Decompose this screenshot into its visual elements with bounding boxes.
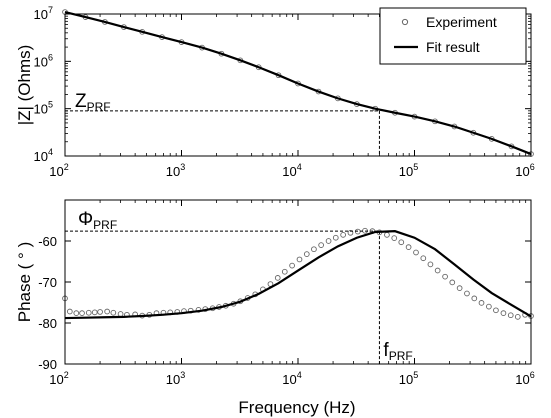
- legend-experiment-label: Experiment: [426, 14, 497, 30]
- phase-experiment-point: [434, 267, 441, 274]
- phase-fit-line: [64, 230, 532, 320]
- impedance-plot: ZPRF 102 103 104 105 106 104 105 106 107 |Z| (Oh…: [15, 5, 535, 179]
- phase-experiment-point: [79, 310, 85, 317]
- phase-experiment-point: [514, 314, 521, 320]
- impedance-y-tick-label: 107: [34, 5, 53, 22]
- phase-experiment-point: [303, 251, 310, 257]
- phase-experiment-point: [66, 308, 73, 315]
- phase-experiment-point: [384, 232, 390, 238]
- impedance-y-axis-label: |Z| (Ohms): [15, 45, 34, 126]
- phase-x-tick-label: 102: [49, 370, 68, 387]
- phase-experiment-point: [296, 256, 303, 263]
- legend-box: [379, 7, 527, 65]
- impedance-annotation-layer: ZPRF: [65, 91, 380, 156]
- phase-annotation-layer: ΦPRF fPRF: [65, 209, 413, 364]
- phase-y-tick-label: -70: [38, 275, 57, 290]
- impedance-x-tick-label: 103: [166, 162, 185, 179]
- impedance-x-tick-label: 105: [399, 162, 418, 179]
- phase-experiment-point: [471, 295, 478, 302]
- f-prf-label: fPRF: [383, 340, 412, 363]
- phase-experiment-point: [91, 309, 98, 316]
- phi-prf-label: ΦPRF: [78, 209, 117, 232]
- legend-experiment-marker: [401, 18, 409, 26]
- phase-experiment-point: [73, 310, 80, 317]
- phase-experiment-point: [500, 310, 507, 317]
- phase-data-layer: [62, 227, 534, 320]
- phase-y-tick-label: -80: [38, 316, 57, 331]
- phase-experiment-point: [85, 309, 92, 316]
- phase-y-tick-label: -90: [38, 357, 57, 372]
- phase-experiment-point: [442, 273, 448, 280]
- phase-experiment-point: [281, 268, 288, 275]
- phase-experiment-point: [289, 262, 295, 269]
- phase-plot-frame: [64, 199, 532, 365]
- phase-x-tick-label: 105: [399, 370, 418, 387]
- phase-experiment-point: [413, 249, 419, 256]
- phase-experiment-point: [420, 255, 427, 262]
- impedance-x-tick-label: 102: [49, 162, 68, 179]
- phase-experiment-point: [391, 235, 398, 241]
- phase-axes-layer: 102 103 104 105 106 -90 -80 -70 -60: [38, 199, 535, 387]
- phase-x-tick-label: 106: [515, 370, 534, 387]
- impedance-fit-line: [64, 10, 532, 156]
- phase-experiment-point: [318, 242, 324, 248]
- impedance-y-tick-label: 105: [34, 100, 53, 117]
- phase-experiment-point: [456, 285, 463, 292]
- phase-experiment-point: [325, 238, 332, 244]
- phase-experiment-point: [493, 307, 499, 314]
- phase-experiment-point: [486, 303, 492, 310]
- phase-experiment-point: [347, 229, 354, 236]
- phase-experiment-point: [449, 279, 456, 286]
- phase-experiment-point: [332, 234, 339, 241]
- impedance-y-tick-label: 106: [34, 52, 53, 69]
- legend: Experiment Fit result: [379, 7, 527, 65]
- legend-fit-label: Fit result: [426, 39, 480, 55]
- phase-x-axis-label: Frequency (Hz): [238, 398, 355, 417]
- phase-y-tick-label: -60: [38, 234, 57, 249]
- phase-x-tick-label: 103: [166, 370, 185, 387]
- phase-experiment-point: [427, 261, 434, 268]
- phase-experiment-point: [311, 246, 317, 253]
- phase-experiment-point: [478, 300, 485, 306]
- phase-experiment-point: [117, 311, 124, 317]
- phase-y-axis-label: Phase ( ° ): [15, 242, 34, 323]
- impedance-x-tick-label: 106: [515, 162, 534, 179]
- phase-experiment-point: [340, 232, 346, 238]
- z-prf-label: ZPRF: [75, 91, 111, 114]
- phase-experiment-point: [97, 309, 103, 315]
- impedance-x-tick-label: 104: [282, 162, 301, 179]
- impedance-data-layer: [62, 9, 534, 157]
- phase-experiment-point: [398, 239, 405, 246]
- impedance-axes-layer: 102 103 104 105 106 104 105 106 107: [34, 5, 535, 179]
- phase-x-tick-label: 104: [282, 370, 301, 387]
- phase-plot: ΦPRF fPRF 102 103 104 105 106 -90 -80 -70 -60 Pha…: [15, 199, 535, 417]
- phase-experiment-point: [507, 312, 514, 319]
- phase-experiment-point: [110, 309, 117, 316]
- phase-experiment-point: [104, 308, 110, 315]
- phase-experiment-point: [274, 275, 281, 281]
- phase-experiment-point: [464, 290, 470, 297]
- impedance-y-tick-label: 104: [34, 147, 53, 164]
- phase-experiment-point: [405, 244, 412, 251]
